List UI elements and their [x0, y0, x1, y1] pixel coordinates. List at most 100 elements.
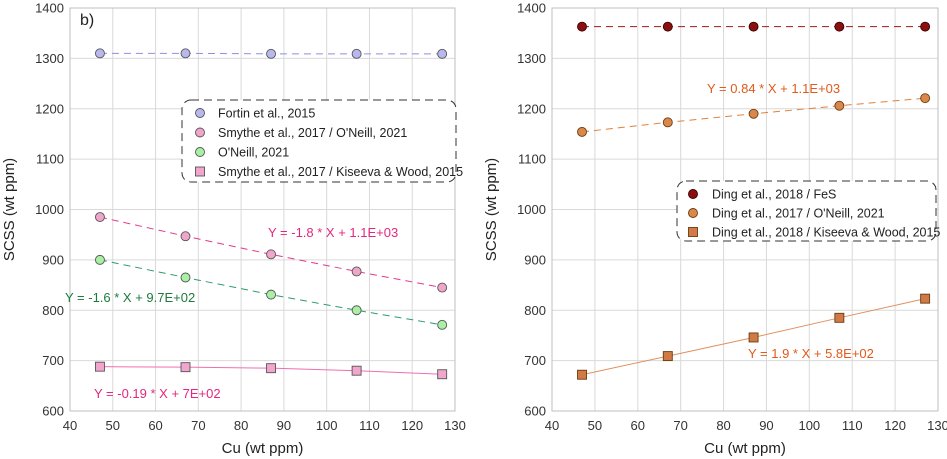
data-point — [748, 108, 759, 119]
y-tick-label: 600 — [524, 404, 546, 419]
plot-area — [69, 7, 456, 412]
y-axis-title: SCSS (wt ppm) — [1, 158, 18, 261]
regression-equation: Y = 1.9 * X + 5.8E+02 — [748, 346, 874, 361]
legend-marker — [688, 189, 698, 199]
y-tick-label: 800 — [524, 303, 546, 318]
series-4: Y = -0.19 * X + 7E+02 — [94, 361, 448, 401]
chart-panel-2: 40 50 60 70 80 90 100 110 120 130 600 700 800 900 1000… — [483, 1, 947, 458]
y-tick-label: 1400 — [35, 1, 64, 16]
regression-equation: Y = -1.8 * X + 1.1E+03 — [268, 225, 398, 240]
legend-marker — [195, 166, 205, 177]
legend-label: Ding et al., 2018 / Kiseeva & Wood, 2015 — [712, 226, 940, 240]
data-point — [266, 48, 277, 59]
x-tick-label: 70 — [673, 418, 687, 433]
x-tick-label: 40 — [63, 418, 77, 433]
legend-label: Smythe et al., 2017 / O'Neill, 2021 — [218, 126, 407, 140]
x-tick-label: 70 — [191, 418, 205, 433]
data-point — [180, 231, 191, 242]
data-point — [662, 117, 673, 128]
legend-box — [181, 99, 457, 183]
data-point — [266, 249, 277, 260]
series-3: Y = 1.9 * X + 5.8E+02 — [577, 293, 931, 380]
series-1 — [94, 48, 448, 59]
x-tick-label: 130 — [444, 418, 466, 433]
data-point — [662, 21, 673, 32]
x-tick-label: 80 — [234, 418, 248, 433]
series-3: Y = -1.6 * X + 9.7E+02 — [65, 254, 448, 330]
data-point — [351, 365, 362, 376]
plot-area — [551, 7, 939, 412]
y-tick-label: 1100 — [36, 152, 64, 167]
data-point — [920, 93, 931, 104]
legend-marker — [195, 108, 205, 118]
x-axis-title: Cu (wt ppm) — [222, 440, 304, 457]
regression-equation: Y = 0.84 * X + 1.1E+03 — [707, 81, 840, 96]
trend-line — [99, 216, 443, 289]
legend-marker — [688, 227, 698, 237]
x-tick-label: 60 — [148, 418, 162, 433]
data-point — [577, 126, 587, 137]
data-point — [351, 266, 362, 277]
x-tick-label: 60 — [631, 418, 645, 433]
data-point — [266, 289, 277, 300]
y-tick-label: 1000 — [517, 202, 546, 217]
x-tick-label: 50 — [106, 418, 120, 433]
data-point — [834, 100, 845, 111]
data-point — [834, 312, 845, 323]
data-point — [180, 48, 191, 59]
data-point — [94, 48, 105, 59]
x-tick-label: 50 — [588, 418, 602, 433]
data-point — [437, 369, 448, 380]
regression-equation: Y = -1.6 * X + 9.7E+02 — [65, 290, 195, 305]
data-point — [437, 319, 448, 330]
data-point — [748, 21, 759, 32]
x-tick-label: 80 — [716, 418, 730, 433]
legend-label: Ding et al., 2017 / O'Neill, 2021 — [712, 207, 885, 221]
y-tick-label: 800 — [42, 303, 64, 318]
data-point — [834, 21, 845, 32]
y-tick-label: 1300 — [517, 51, 546, 66]
y-tick-label: 600 — [42, 404, 64, 419]
x-tick-label: 90 — [759, 418, 773, 433]
legend-box — [676, 180, 937, 242]
x-tick-label: 130 — [927, 418, 947, 433]
legend: Ding et al., 2018 / FeS Ding et al., 2017… — [676, 180, 940, 242]
legend-marker — [688, 208, 698, 218]
legend-marker — [195, 147, 205, 157]
series-2: Y = -1.8 * X + 1.1E+03 — [94, 212, 448, 293]
y-tick-label: 900 — [42, 252, 64, 267]
data-point — [94, 254, 105, 265]
x-tick-label: 100 — [316, 418, 338, 433]
y-tick-label: 1300 — [35, 51, 64, 66]
y-tick-label: 700 — [524, 353, 546, 368]
x-tick-label: 120 — [401, 418, 423, 433]
series-1 — [577, 21, 931, 32]
y-tick-label: 900 — [524, 252, 546, 267]
data-point — [94, 361, 105, 372]
data-point — [662, 351, 673, 362]
data-point — [437, 48, 448, 59]
data-point — [180, 362, 191, 373]
y-tick-label: 1000 — [35, 202, 64, 217]
y-tick-label: 1400 — [517, 1, 546, 16]
data-point — [94, 212, 105, 223]
x-axis-title: Cu (wt ppm) — [704, 440, 786, 457]
regression-equation: Y = -0.19 * X + 7E+02 — [94, 386, 221, 401]
y-tick-label: 1100 — [518, 152, 546, 167]
legend-label: Ding et al., 2018 / FeS — [712, 188, 836, 202]
data-point — [920, 293, 931, 304]
x-tick-label: 120 — [884, 418, 906, 433]
y-axis-title: SCSS (wt ppm) — [483, 158, 500, 261]
data-point — [266, 363, 277, 374]
x-tick-label: 90 — [277, 418, 291, 433]
data-point — [748, 332, 759, 343]
data-point — [577, 21, 587, 32]
data-point — [180, 272, 191, 283]
chart-panel-1: 40 50 60 70 80 90 100 110 120 130 600 700 800 900 1000… — [1, 1, 466, 458]
legend-marker — [195, 127, 205, 138]
x-tick-label: 110 — [359, 418, 380, 433]
data-point — [351, 305, 362, 316]
legend-label: Fortin et al., 2015 — [218, 107, 315, 121]
data-point — [351, 48, 362, 59]
